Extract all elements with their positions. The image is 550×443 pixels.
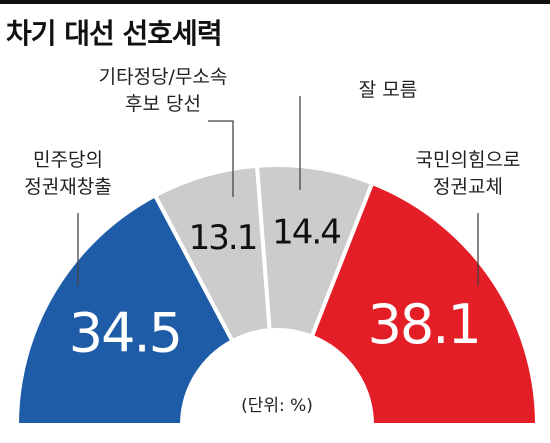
category-label-democratic-reelection: 정권재창출	[24, 176, 111, 198]
slice-ppp-change	[309, 180, 540, 427]
value-label-unknown: 14.4	[272, 213, 340, 253]
category-label-other-party: 기타정당/무소속	[99, 66, 228, 88]
value-label-ppp-change: 38.1	[368, 293, 480, 356]
value-label-other-party: 13.1	[189, 218, 257, 258]
category-label-democratic-reelection: 민주당의	[33, 149, 103, 171]
value-label-democratic-reelection: 34.5	[69, 302, 181, 365]
leader-line-other-party	[208, 120, 234, 197]
top-rule	[0, 0, 550, 4]
unit-note: (단위: %)	[241, 396, 313, 416]
chart-title: 차기 대선 선호세력	[6, 17, 223, 50]
category-label-other-party: 후보 당선	[125, 93, 201, 115]
category-label-unknown: 잘 모름	[359, 79, 417, 101]
category-label-ppp-change: 국민의힘으로	[416, 149, 521, 171]
slice-democratic-reelection	[14, 192, 236, 427]
category-label-ppp-change: 정권교체	[433, 176, 503, 198]
